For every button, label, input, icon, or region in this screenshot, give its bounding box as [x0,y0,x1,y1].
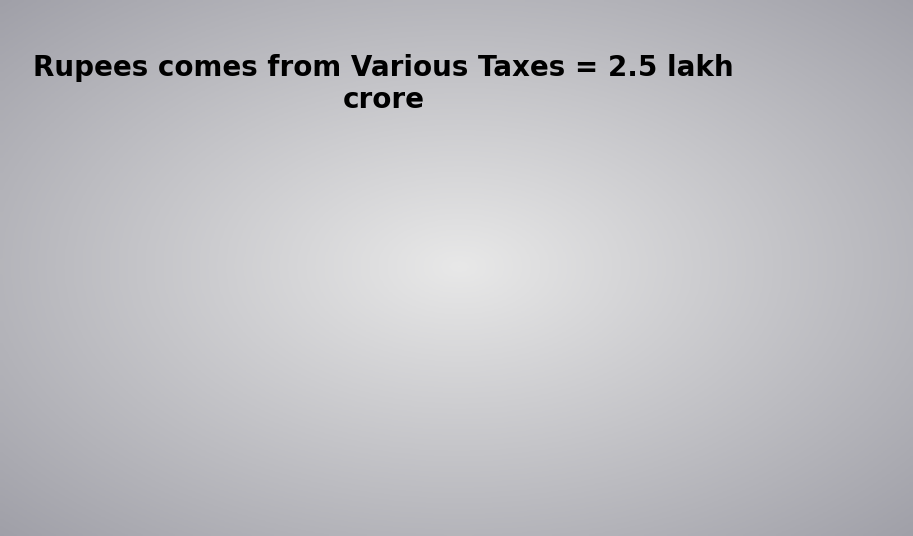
Text: 6%: 6% [279,155,310,174]
Wedge shape [189,273,377,449]
Legend: Non Debt Capital Receipts, Borrowings & Other Liabilities, Non Tax Revenue, Cust: Non Debt Capital Receipts, Borrowings & … [524,162,824,385]
Text: 20%: 20% [346,205,389,223]
Wedge shape [274,98,339,273]
Text: 7%: 7% [152,234,183,251]
Wedge shape [120,98,274,273]
Text: 18%: 18% [155,318,198,336]
Text: 10%: 10% [355,305,398,323]
Text: 4%: 4% [334,345,365,363]
Text: Rupees comes from Various Taxes = 2.5 lakh
crore: Rupees comes from Various Taxes = 2.5 la… [33,54,734,114]
Wedge shape [99,189,274,273]
Wedge shape [274,273,449,385]
Text: 18%: 18% [259,375,302,393]
Wedge shape [98,262,274,427]
Text: 17%: 17% [196,169,239,187]
Wedge shape [274,110,450,285]
Wedge shape [274,273,409,415]
